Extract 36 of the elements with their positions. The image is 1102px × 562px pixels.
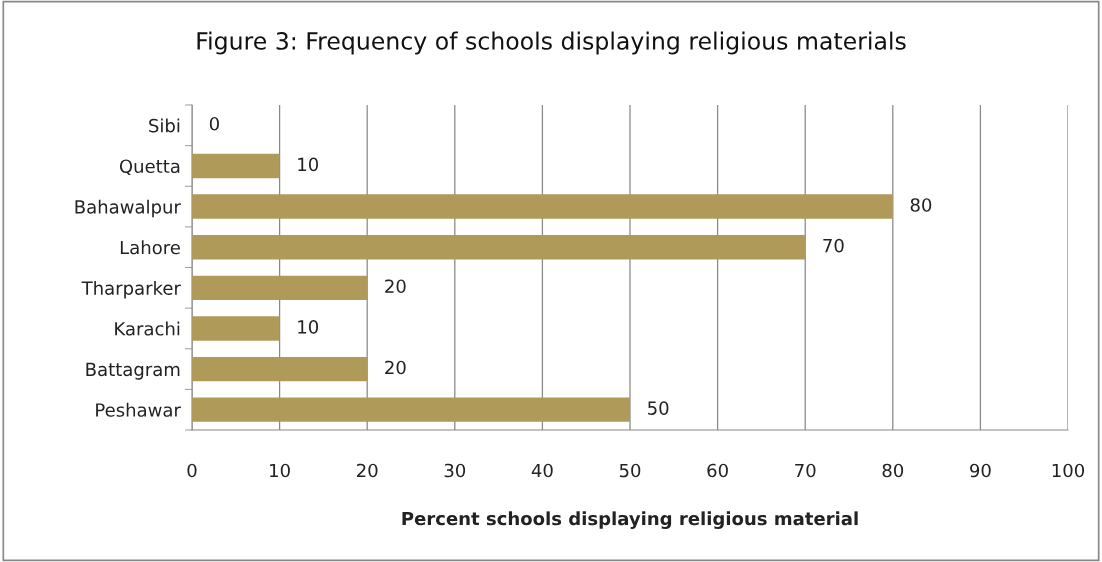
x-tick-label: 70 (795, 463, 816, 478)
data-label: 0 (209, 116, 219, 131)
y-tick-label: Lahore (120, 240, 180, 255)
bar (192, 275, 368, 300)
bar (192, 356, 368, 382)
data-label: 80 (910, 198, 932, 212)
y-tick-label: Sibi (149, 118, 180, 133)
bar (192, 194, 893, 219)
data-label: 50 (648, 401, 669, 415)
bar (192, 235, 806, 260)
x-tick-label: 10 (270, 463, 290, 478)
data-label: 10 (298, 157, 319, 172)
y-tick-label: Karachi (115, 321, 180, 336)
data-label: 10 (298, 320, 319, 334)
x-tick-label: 100 (1052, 463, 1085, 478)
x-tick-label: 20 (357, 463, 378, 478)
x-tick-label: 40 (531, 463, 553, 478)
chart-title: Figure 3: Frequency of schools displaying religious materials (197, 31, 906, 55)
y-tick-label: Quetta (119, 159, 180, 176)
y-tick-label: Battagram (86, 362, 180, 380)
x-tick-label: 60 (707, 463, 728, 478)
data-label: 20 (385, 279, 406, 294)
x-tick-label: 90 (970, 463, 991, 478)
x-tick-label: 50 (619, 463, 641, 478)
data-label: 70 (823, 238, 844, 253)
bar (192, 397, 630, 422)
x-tick-label: 80 (882, 463, 904, 478)
bar (192, 316, 280, 341)
x-tick-label: 0 (187, 463, 197, 478)
x-tick-label: 30 (444, 463, 466, 478)
y-tick-label: Tharparker (81, 280, 181, 299)
y-tick-label: Peshawar (96, 402, 181, 417)
data-label: 20 (385, 360, 406, 375)
x-axis-title: Percent schools displaying religious material (402, 511, 858, 529)
bar (192, 153, 280, 179)
y-tick-label: Bahawalpur (75, 199, 181, 218)
